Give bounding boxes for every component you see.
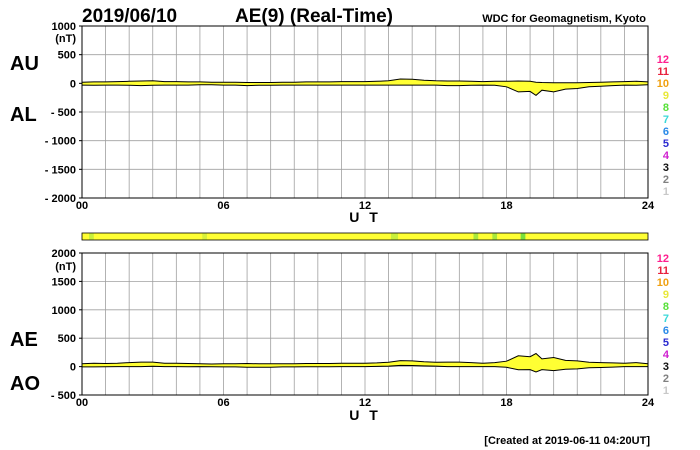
unit-label-bottom: (nT) bbox=[55, 261, 76, 273]
station-legend-entry: 1 bbox=[663, 186, 669, 198]
y-tick-label: 0 bbox=[70, 362, 76, 374]
plot-frame-bottom bbox=[81, 252, 649, 396]
x-axis-label-bottom: U T bbox=[349, 407, 381, 423]
y-tick-label: - 500 bbox=[51, 390, 76, 402]
x-ticks-bottom: 00 06 12 18 24 bbox=[76, 397, 655, 409]
station-legend-entry: 11 bbox=[657, 265, 669, 277]
station-legend-entry: 3 bbox=[663, 162, 669, 174]
station-legend-entry: 6 bbox=[663, 325, 669, 337]
station-legend-entry: 4 bbox=[663, 150, 670, 162]
coverage-bar-segment bbox=[492, 233, 498, 240]
series-line-ao bbox=[82, 364, 648, 373]
coverage-bar-segment bbox=[390, 233, 399, 240]
y-tick-label: - 500 bbox=[51, 107, 76, 119]
station-legend-entry: 9 bbox=[663, 90, 669, 102]
panel-ae-ao: 2000 1500 1000 500 0 - 500 00 06 12 18 24 (nT) AE… bbox=[10, 248, 655, 423]
x-tick-label: 06 bbox=[217, 200, 229, 212]
x-ticks-top: 00 06 12 18 24 bbox=[76, 200, 655, 212]
ae-label: AE bbox=[10, 329, 38, 351]
x-tick-label: 12 bbox=[359, 397, 371, 409]
y-tick-label: 1000 bbox=[52, 305, 76, 317]
ao-label: AO bbox=[10, 373, 40, 395]
x-tick-label: 18 bbox=[500, 200, 512, 212]
station-legend-entry: 4 bbox=[663, 349, 670, 361]
x-tick-label: 00 bbox=[76, 397, 88, 409]
station-legend-entry: 8 bbox=[663, 102, 669, 114]
coverage-bar-base bbox=[81, 232, 649, 241]
data-coverage-bar bbox=[81, 232, 649, 241]
y-tick-label: 500 bbox=[58, 333, 76, 345]
x-tick-label: 18 bbox=[500, 397, 512, 409]
station-legend-entry: 12 bbox=[657, 253, 669, 265]
unit-label-top: (nT) bbox=[55, 33, 76, 45]
station-legend-entry: 10 bbox=[657, 78, 669, 90]
series-line-au bbox=[81, 78, 649, 84]
envelope-fill bbox=[82, 353, 648, 372]
y-tick-label: 0 bbox=[70, 78, 76, 90]
x-tick-label: 06 bbox=[217, 397, 229, 409]
area-bottom bbox=[81, 352, 649, 373]
y-tick-label: - 1000 bbox=[45, 136, 76, 148]
y-tick-label: - 2000 bbox=[45, 193, 76, 205]
x-axis-label-top: U T bbox=[349, 209, 381, 225]
y-tick-label: 1000 bbox=[52, 21, 76, 33]
station-legend-entry: 1 bbox=[663, 385, 669, 397]
series-line-ae bbox=[81, 352, 649, 365]
source-label: WDC for Geomagnetism, Kyoto bbox=[482, 13, 646, 25]
station-legend-entry: 7 bbox=[663, 313, 669, 325]
station-legend-entry: 12 bbox=[657, 54, 669, 66]
created-timestamp: [Created at 2019-06-11 04:20UT] bbox=[484, 435, 650, 447]
coverage-bar-segment bbox=[202, 233, 207, 240]
y-tick-label: 2000 bbox=[52, 248, 76, 260]
station-legend-entry: 2 bbox=[663, 373, 669, 385]
station-legend-entry: 3 bbox=[663, 361, 669, 373]
al-label: AL bbox=[10, 104, 37, 126]
area-top bbox=[81, 78, 649, 97]
station-legend-entry: 9 bbox=[663, 289, 669, 301]
station-legend-entry: 2 bbox=[663, 174, 669, 186]
coverage-bar-segment bbox=[473, 233, 479, 240]
y-tick-label: 1500 bbox=[52, 276, 76, 288]
x-tick-label: 24 bbox=[642, 200, 655, 212]
y-tick-label: 500 bbox=[58, 50, 76, 62]
coverage-bar-segment bbox=[89, 233, 94, 240]
station-legend-entry: 7 bbox=[663, 114, 669, 126]
grid-bottom bbox=[82, 253, 648, 395]
x-tick-label: 00 bbox=[76, 200, 88, 212]
x-tick-label: 12 bbox=[359, 200, 371, 212]
y-tick-label: - 1500 bbox=[45, 164, 76, 176]
station-legend-entry: 10 bbox=[657, 277, 669, 289]
date-title: 2019/06/10 bbox=[82, 6, 177, 27]
au-label: AU bbox=[10, 53, 39, 75]
y-ticks-top: 1000 500 0 - 500 - 1000 - 1500 - 2000 bbox=[45, 21, 82, 205]
y-ticks-bottom: 2000 1500 1000 500 0 - 500 bbox=[51, 248, 82, 402]
station-legend-entry: 5 bbox=[663, 337, 669, 349]
index-title: AE(9) (Real-Time) bbox=[235, 6, 393, 27]
coverage-bar-segment bbox=[520, 233, 526, 240]
station-legend-entry: 5 bbox=[663, 138, 669, 150]
x-tick-label: 24 bbox=[642, 397, 655, 409]
panel-au-al: 1000 500 0 - 500 - 1000 - 1500 - 2000 00 06 12 18… bbox=[10, 21, 655, 225]
station-legend-entry: 8 bbox=[663, 301, 669, 313]
grid-top bbox=[82, 26, 648, 198]
envelope-fill bbox=[82, 79, 648, 96]
station-legend-entry: 11 bbox=[657, 66, 669, 78]
station-legend-entry: 6 bbox=[663, 126, 669, 138]
series-line-al bbox=[81, 84, 649, 97]
